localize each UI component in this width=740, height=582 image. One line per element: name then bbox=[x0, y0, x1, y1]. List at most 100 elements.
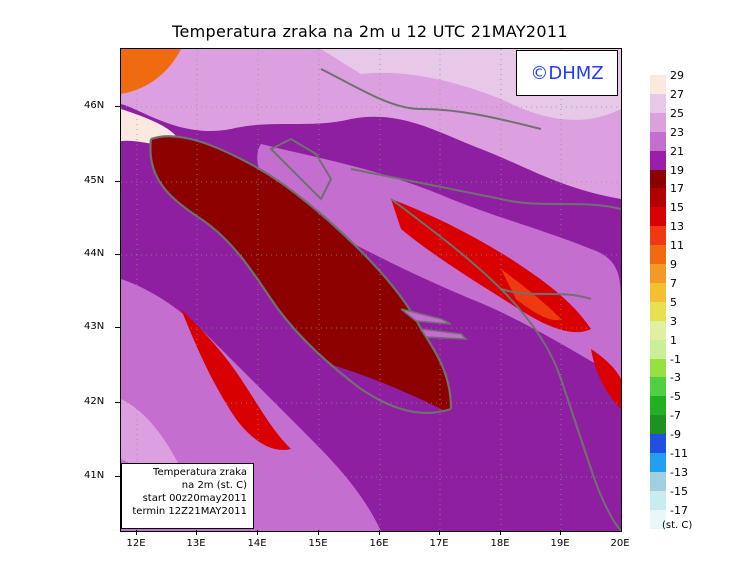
legend-swatch bbox=[650, 471, 666, 491]
legend-label: -9 bbox=[670, 428, 681, 442]
legend-label: 29 bbox=[670, 69, 684, 82]
legend-swatch bbox=[650, 377, 666, 397]
legend-label: 15 bbox=[670, 201, 684, 215]
legend-label: 7 bbox=[670, 276, 677, 290]
italy-lowland bbox=[121, 399, 181, 474]
legend-label: 5 bbox=[670, 295, 677, 309]
lat-tick bbox=[115, 106, 120, 107]
legend-swatch bbox=[650, 358, 666, 378]
east-hot bbox=[591, 349, 621, 409]
legend-swatch bbox=[650, 245, 666, 265]
legend-swatch bbox=[650, 188, 666, 208]
legend-label: -15 bbox=[670, 484, 688, 498]
lat-tick bbox=[115, 181, 120, 182]
lat-tick bbox=[115, 327, 120, 328]
legend-swatch bbox=[650, 396, 666, 416]
lon-tick bbox=[439, 530, 440, 535]
legend-swatch bbox=[650, 112, 666, 132]
legend-label: 17 bbox=[670, 182, 684, 196]
border-line-4 bbox=[500, 288, 592, 300]
border-line-2 bbox=[350, 168, 621, 210]
legend-swatch bbox=[650, 320, 666, 340]
legend-label: -1 bbox=[670, 352, 681, 366]
legend-label: 3 bbox=[670, 314, 677, 328]
legend-swatch bbox=[650, 264, 666, 283]
legend-label: -5 bbox=[670, 390, 681, 404]
copyright-badge: ©DHMZ bbox=[516, 50, 618, 96]
hills-band bbox=[257, 144, 621, 379]
temperature-map bbox=[120, 48, 622, 532]
island-2 bbox=[419, 328, 468, 340]
adriatic-sea bbox=[150, 136, 451, 413]
lon-label-15e: 15E bbox=[308, 538, 328, 549]
lon-label-20e: 20E bbox=[610, 538, 630, 549]
legend-unit: (st. C) bbox=[662, 520, 693, 531]
east-coastline bbox=[150, 135, 453, 410]
lat-label-41n: 41N bbox=[84, 470, 105, 481]
border-line-1 bbox=[320, 68, 542, 130]
lon-label-17e: 17E bbox=[429, 538, 449, 549]
info-line-4: termin 12Z21MAY2011 bbox=[132, 506, 247, 517]
lon-tick bbox=[560, 530, 561, 535]
west-coastline bbox=[149, 138, 452, 414]
lon-label-19e: 19E bbox=[550, 538, 570, 549]
legend-label: -3 bbox=[670, 371, 681, 385]
lat-tick bbox=[115, 402, 120, 403]
legend-swatch bbox=[650, 490, 666, 510]
island-1 bbox=[400, 308, 452, 325]
legend-swatch bbox=[650, 75, 666, 94]
legend-swatch bbox=[650, 339, 666, 359]
lon-label-12e: 12E bbox=[126, 538, 146, 549]
legend-swatch bbox=[650, 282, 666, 302]
info-line-2: na 2m (st. C) bbox=[181, 480, 247, 491]
lat-label-43n: 43N bbox=[84, 321, 105, 332]
lon-tick bbox=[196, 530, 197, 535]
legend-label: 23 bbox=[670, 125, 684, 139]
map-title: Temperatura zraka na 2m u 12 UTC 21MAY20… bbox=[172, 22, 568, 41]
legend-label: -11 bbox=[670, 447, 688, 460]
dinaric-hot bbox=[391, 199, 591, 333]
legend-swatch bbox=[650, 301, 666, 321]
legend-swatch bbox=[650, 415, 666, 435]
legend-label: 21 bbox=[670, 144, 684, 158]
legend-swatch bbox=[650, 131, 666, 151]
legend-label: 19 bbox=[670, 163, 684, 177]
lat-label-42n: 42N bbox=[84, 396, 105, 407]
istria-coast bbox=[269, 137, 333, 201]
legend-label: 9 bbox=[670, 258, 677, 271]
info-line-3: start 00z20may2011 bbox=[142, 493, 247, 504]
lat-tick bbox=[115, 476, 120, 477]
legend-swatch bbox=[650, 434, 666, 454]
legend-label: 27 bbox=[670, 87, 684, 101]
legend-swatch bbox=[650, 93, 666, 113]
legend-swatch bbox=[650, 169, 666, 189]
lat-label-44n: 44N bbox=[84, 248, 105, 259]
lon-label-14e: 14E bbox=[247, 538, 267, 549]
legend-swatch bbox=[650, 509, 666, 529]
legend-swatch bbox=[650, 226, 666, 246]
grid-lines bbox=[121, 49, 621, 531]
legend-label: -7 bbox=[670, 409, 681, 423]
lon-label-18e: 18E bbox=[490, 538, 510, 549]
border-line-3 bbox=[390, 198, 562, 380]
legend-label: 11 bbox=[670, 239, 684, 253]
legend-label: 1 bbox=[670, 333, 677, 347]
lon-tick bbox=[318, 530, 319, 535]
info-box: Temperatura zraka na 2m (st. C) start 00… bbox=[121, 463, 254, 529]
lon-tick bbox=[136, 530, 137, 535]
legend-label: -17 bbox=[670, 503, 688, 517]
lon-tick bbox=[379, 530, 380, 535]
legend-label: -13 bbox=[670, 465, 688, 479]
legend-swatch bbox=[650, 453, 666, 472]
lon-tick bbox=[257, 530, 258, 535]
warm-patch bbox=[121, 49, 181, 94]
south-sea bbox=[271, 349, 581, 531]
legend-swatch bbox=[650, 207, 666, 227]
albania-coast bbox=[560, 378, 621, 531]
apennine-hot bbox=[181, 309, 291, 450]
lat-tick bbox=[115, 254, 120, 255]
lat-label-45n: 45N bbox=[84, 175, 105, 186]
info-line-1: Temperatura zraka bbox=[153, 467, 247, 478]
legend-label: 25 bbox=[670, 106, 684, 120]
lat-label-46n: 46N bbox=[84, 100, 105, 111]
